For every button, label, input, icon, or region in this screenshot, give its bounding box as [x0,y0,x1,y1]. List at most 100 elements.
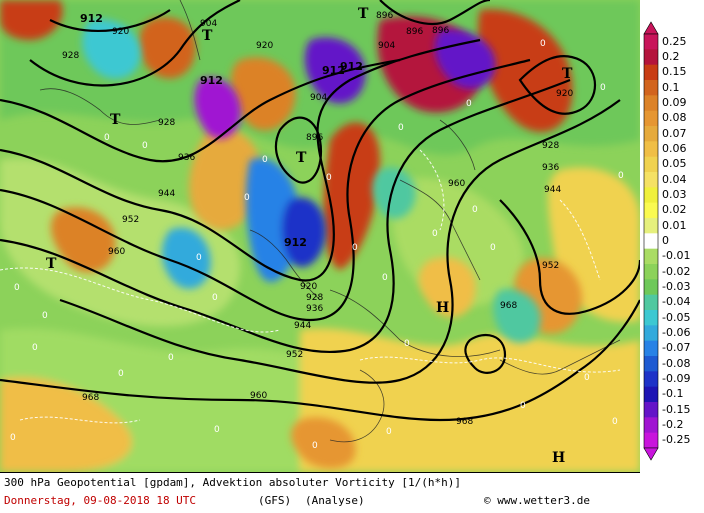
scale-tick-label: -0.2 [662,418,684,431]
zero-label: 0 [466,99,472,109]
run-type: (Analyse) [305,494,365,507]
scale-min-arrow [643,447,659,461]
color-swatch [644,356,658,372]
contour-label: 960 [448,179,465,189]
copyright-link[interactable]: © www.wetter3.de [484,494,590,507]
zero-label: 0 [196,253,202,263]
color-swatch [644,340,658,357]
color-swatch [644,172,658,188]
zero-label: 0 [352,243,358,253]
color-swatch [644,202,658,219]
color-swatch [644,279,658,296]
scale-tick-label: 0.08 [662,111,687,125]
contour-label: 912 [284,236,307,249]
zero-label: 0 [472,205,478,215]
low-pressure-label: T [358,6,369,22]
zero-label: 0 [432,229,438,239]
contour-labels: 912 920 928 936 944 952 960 968 904 896 … [62,11,573,427]
scale-tick-label: -0.08 [662,356,691,370]
zero-label: 0 [244,193,250,203]
scale-tick-label: -0.06 [662,326,691,339]
contour-label: 952 [542,261,559,271]
scale-tick-label: -0.03 [662,280,691,293]
scale-tick-label: 0.2 [662,50,680,63]
contour-label: 904 [378,41,395,51]
contour-label: 928 [62,51,79,61]
color-scale-bar [643,21,659,461]
contour-label: 928 [542,141,559,151]
map-title: 300 hPa Geopotential [gpdam], Advektion … [4,476,461,489]
scale-tick-label: -0.1 [662,387,684,401]
zero-label: 0 [212,293,218,303]
contour-label: 896 [432,26,449,36]
color-swatch [644,432,658,449]
scale-tick-label: 0 [662,234,669,247]
color-swatch [644,34,658,50]
scale-tick-label: -0.01 [662,249,691,263]
contour-label: 944 [544,185,561,195]
zero-label: 0 [118,369,124,379]
zero-label: 0 [490,243,496,253]
scale-tick-label: 0.02 [662,203,687,217]
zero-label: 0 [168,353,174,363]
caption-bar: 300 hPa Geopotential [gpdam], Advektion … [0,472,640,513]
high-pressure-label: H [552,450,565,466]
zero-label: 0 [214,425,220,435]
contour-label: 920 [300,282,317,292]
zero-label: 0 [382,273,388,283]
contour-label: 896 [376,11,393,21]
contour-label: 904 [310,93,327,103]
color-swatch [644,233,658,250]
scale-tick-label: -0.04 [662,295,691,309]
color-swatch [644,386,658,403]
contour-label: 944 [294,321,311,331]
zero-label: 0 [404,339,410,349]
color-legend: 0.25 0.2 0.15 0.1 0.09 0.08 0.07 0.06 0.05 0.04 0.… [640,0,704,472]
color-swatch [644,417,658,434]
color-swatch [644,310,658,326]
scale-tick-label: -0.15 [662,402,691,416]
scale-tick-label: 0.03 [662,188,687,201]
contour-label: 952 [122,215,139,225]
low-pressure-label: T [46,256,57,272]
zero-label: 0 [540,39,546,49]
scale-tick-label: -0.25 [662,433,691,447]
zero-label: 0 [104,133,110,143]
zero-label: 0 [600,83,606,93]
contour-label: 896 [306,133,323,143]
color-swatch [644,110,658,127]
contour-label: 968 [82,393,99,403]
zero-label: 0 [398,123,404,133]
geopotential-contours [0,0,640,422]
model-name: (GFS) [258,494,292,507]
zero-label: 0 [618,171,624,181]
contour-label: 960 [108,247,125,257]
zero-label: 0 [312,441,318,451]
zero-markers: 0 0 0 0 0 0 0 0 0 0 0 0 0 0 0 0 0 0 0 0 … [10,39,624,451]
vorticity-advection-map: 912 920 928 936 944 952 960 968 904 896 … [0,0,640,472]
color-swatch [644,371,658,388]
zero-label: 0 [612,417,618,427]
contour-label: 896 [406,27,423,37]
negative-advection-areas [82,19,541,343]
low-pressure-label: T [202,28,213,44]
scale-tick-label: 0.01 [662,218,687,232]
contour-label: 960 [250,391,267,401]
zero-label: 0 [262,155,268,165]
contour-label: 936 [178,153,195,163]
zero-label: 0 [142,141,148,151]
color-swatch [644,95,658,112]
scale-tick-label: 0.15 [662,65,687,79]
zero-label: 0 [14,283,20,293]
contour-label: 944 [158,189,175,199]
zero-label: 0 [32,343,38,353]
zero-label: 0 [42,311,48,321]
high-pressure-label: H [436,300,449,316]
contour-label: 912 [80,12,103,25]
zero-label: 0 [386,427,392,437]
low-pressure-label: T [110,112,121,128]
contour-label: 912 [340,60,363,73]
scale-tick-label: -0.07 [662,341,691,355]
color-swatch [644,126,658,142]
